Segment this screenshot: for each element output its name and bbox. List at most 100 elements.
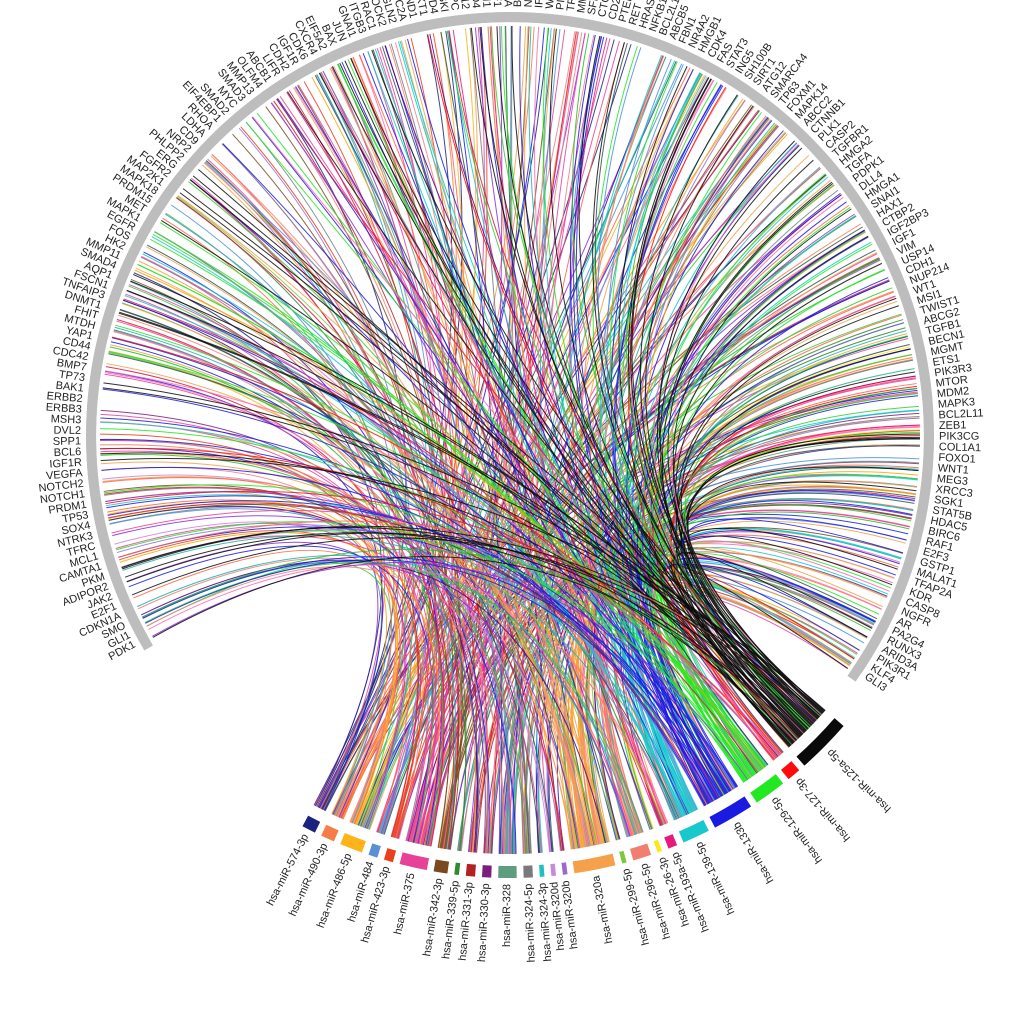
chord-link [189,179,803,736]
chord-link [119,532,441,846]
mirna-sector [561,862,568,875]
mirna-sector [750,774,784,803]
mirna-sector [796,718,844,766]
chord-link [643,395,919,805]
chord-link [135,267,610,843]
chord-link [100,452,590,847]
chords-layer [100,26,921,855]
chord-link [132,273,821,717]
gene-label: BCL2L11 [938,407,984,421]
mirna-sector [629,843,652,861]
chord-link [106,495,723,797]
gene-label: PIN1 [554,0,569,11]
chord-link [122,299,738,788]
chord-link [322,70,766,768]
gene-label: SKI [436,0,451,13]
chord-link [115,324,763,770]
gene-label: DVL2 [53,425,81,437]
gene-label: BAK1 [55,380,84,395]
chord-link [188,181,665,825]
gene-label: BMP7 [56,357,87,374]
gene-label: XRCC3 [935,483,974,500]
gene-label: PIK3R3 [934,362,973,379]
chord-link [295,86,688,815]
chord-link [110,344,476,853]
chord-link [154,231,748,781]
chord-link [122,535,679,820]
mirna-sector [781,761,800,780]
mirna-sector [709,796,752,828]
mirna-sector [465,863,476,877]
chord-link [192,175,824,713]
gene-label: MEG3 [936,473,968,488]
chord-link [105,370,383,811]
chord-link [687,433,920,712]
chord-link [134,269,765,769]
mirna-label: hsa-miR-324-5p [522,883,537,962]
chord-link [533,26,679,819]
chord-link [318,72,791,748]
mirna-label: hsa-miR-330-3p [476,883,492,962]
chord-link [101,466,717,800]
chord-link [287,91,807,732]
chord-link [677,297,897,732]
chord-link [101,466,397,823]
gene-label: NOTCH2 [38,478,84,495]
chord-link [133,272,383,807]
chord-link [105,370,777,760]
chord-link [592,106,755,835]
chord-link [100,461,573,850]
chord-link [118,311,819,719]
chord-link [397,41,697,811]
chord-link [112,515,631,837]
gene-label: COL1A1 [939,441,982,454]
chord-link [448,504,912,850]
chord-link [114,326,636,835]
chord-link [105,494,693,813]
chord-link [102,387,806,733]
chord-link [294,86,669,824]
gene-label: BCL6 [54,446,82,459]
chord-link [577,119,772,844]
chord-link [108,504,712,803]
mirna-sector [368,843,381,858]
mirna-sector [433,859,450,874]
chord-link [118,526,722,797]
chord-link [100,458,826,711]
chord-link [141,256,386,809]
chord-link [108,353,680,819]
mirna-sector [321,824,339,842]
gene-sectors: GLI3KLF4PIK3R1ARID3ARUNX3PA2G4ARNGFRCASP… [38,0,984,694]
chord-link [121,303,591,847]
gene-label: SPP1 [53,435,81,447]
gene-label: PIK3CA [501,0,513,8]
chord-link [142,253,684,817]
chord-link [675,322,905,742]
gene-label: ERBB3 [45,402,82,416]
chord-link [100,421,685,817]
chord-link [189,179,459,850]
chord-link [116,521,747,782]
gene-label: ZEB1 [939,419,967,432]
chord-link [152,556,801,738]
gene-label: MSH3 [51,413,82,426]
mirna-sector [454,862,461,876]
mirna-label: hsa-miR-375 [392,872,418,936]
chord-link [645,123,790,748]
chord-link [631,78,819,719]
gene-label: FOXO1 [938,452,976,466]
chord-link [670,196,844,716]
chord-link [625,130,784,802]
chord-link [342,223,862,820]
gene-label: WNT2B [544,0,560,9]
chord-link [145,559,714,802]
chord-link [140,256,644,833]
chord-link [320,71,762,771]
chord-link [609,61,761,772]
chord-link [130,278,451,848]
gene-label: PDCD4 [467,0,482,9]
chord-link [661,566,855,755]
mirna-sector [523,865,533,878]
mirna-label: hsa-miR-328 [501,884,513,947]
